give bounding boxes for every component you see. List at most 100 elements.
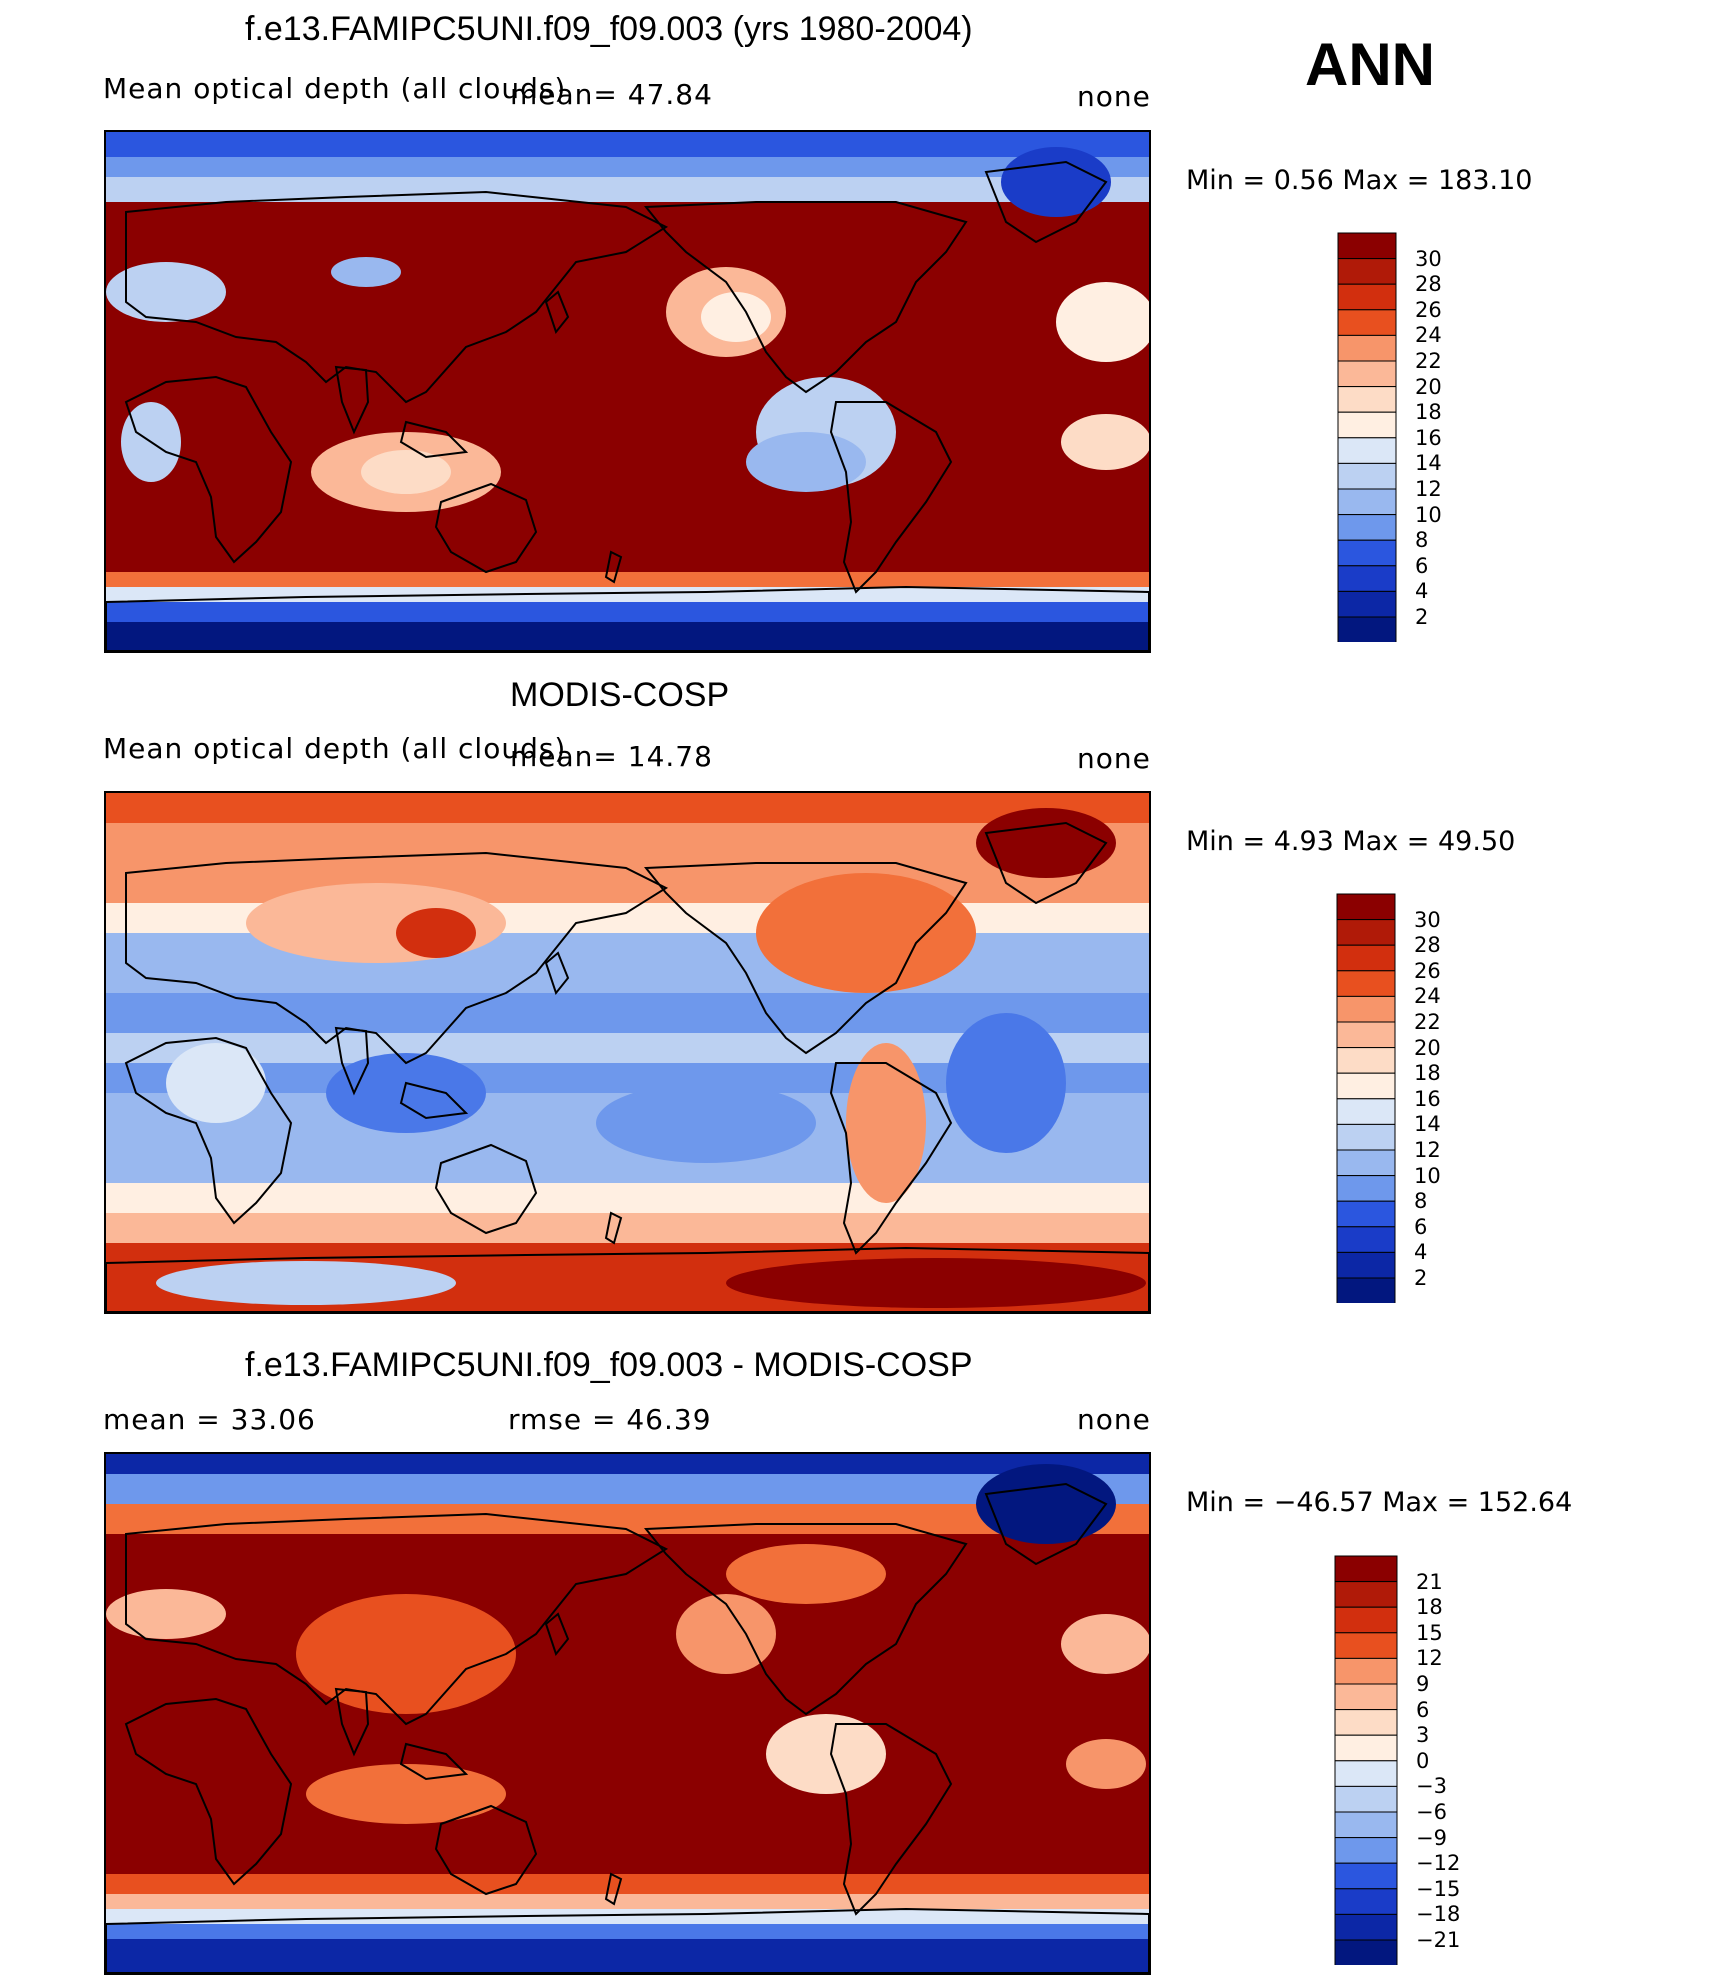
coastline-10 (604, 1211, 623, 1245)
colorbar-tick-label: 12 (1414, 1138, 1441, 1162)
coastline-4 (643, 862, 968, 1055)
colorbar-tick-label: 20 (1415, 374, 1442, 399)
field-band-4 (106, 572, 1149, 587)
field-band-2 (106, 177, 1149, 202)
field-blob-11 (1001, 147, 1111, 217)
colorbar-tick-label: 4 (1414, 1240, 1428, 1265)
colorbar-tick-label: −6 (1416, 1800, 1447, 1824)
panel-3-minmax: Min = −46.57 Max = 152.64 (1186, 1487, 1573, 1518)
panel-2-colorbar: 30 28 26 24 22 20 18 16 14 12 10 8 6 4 2 (1336, 893, 1441, 1305)
field-band-0 (106, 1454, 1149, 1474)
colorbar-box-0 (1334, 1555, 1398, 1583)
colorbar-tick-label: 24 (1415, 323, 1442, 348)
field-band-8 (106, 1939, 1149, 1973)
field-band-3 (106, 202, 1149, 572)
panel-2-units-label: none (1077, 742, 1151, 775)
colorbar-tick-label: 8 (1414, 1189, 1428, 1214)
colorbar-box-10 (1336, 1149, 1396, 1177)
coastline-1 (125, 190, 669, 404)
panel-3-field-svg (106, 1454, 1149, 1973)
coastline-8 (544, 290, 570, 335)
colorbar-tick-label: 6 (1416, 1697, 1430, 1722)
colorbar-tick-label: 22 (1415, 349, 1442, 373)
field-blob-8 (976, 1464, 1116, 1544)
field-band-0 (106, 132, 1149, 157)
panel-1-units-label: none (1077, 80, 1151, 113)
colorbar-box-7 (1334, 1734, 1398, 1762)
panel-2-map (104, 791, 1151, 1314)
colorbar-box-14 (1336, 1251, 1396, 1279)
coastline-1 (125, 851, 669, 1065)
field-blob-5 (596, 1083, 816, 1163)
colorbar-box-10 (1337, 488, 1397, 516)
field-blob-8 (396, 908, 476, 958)
coastline-7 (106, 1246, 1149, 1312)
coastline-6 (829, 401, 953, 594)
colorbar-tick-label: 20 (1414, 1035, 1441, 1060)
coastline-2 (334, 365, 370, 435)
colorbar-tick-label: 26 (1415, 297, 1442, 322)
field-band-4 (106, 1874, 1149, 1894)
colorbar-box-13 (1336, 1226, 1396, 1253)
panel-2-variable-label: Mean optical depth (all clouds) (103, 732, 567, 765)
colorbar-tick-label: −21 (1416, 1928, 1461, 1952)
field-blob-10 (1061, 414, 1149, 470)
colorbar-box-15 (1337, 616, 1397, 644)
panel-3-map (104, 1452, 1151, 1975)
field-blob-12 (331, 257, 401, 287)
colorbar-tick-label: 16 (1415, 425, 1442, 450)
colorbar-tick-label: −3 (1416, 1774, 1447, 1799)
panel-1-mean-label: mean= 47.84 (510, 78, 713, 111)
colorbar-box-9 (1334, 1785, 1398, 1813)
field-blob-7 (1066, 1739, 1146, 1789)
colorbar-box-0 (1336, 893, 1396, 921)
colorbar-box-6 (1336, 1047, 1396, 1074)
coastline-3 (434, 1804, 538, 1896)
colorbar-box-14 (1334, 1913, 1398, 1941)
colorbar-box-2 (1334, 1606, 1398, 1634)
colorbar-box-4 (1336, 995, 1396, 1023)
colorbar-box-11 (1336, 1175, 1396, 1202)
season-label: ANN (1305, 31, 1435, 98)
colorbar-tick-label: 26 (1414, 958, 1441, 983)
field-band-1 (106, 1474, 1149, 1504)
field-band-1 (106, 157, 1149, 177)
colorbar-tick-label: 28 (1415, 272, 1442, 297)
colorbar-box-6 (1337, 386, 1397, 413)
panel-2-minmax: Min = 4.93 Max = 49.50 (1186, 826, 1516, 857)
colorbar-tick-label: −9 (1416, 1825, 1447, 1850)
panel-2-field-svg (106, 793, 1149, 1312)
field-blob-3 (306, 1764, 506, 1824)
colorbar-tick-label: 0 (1416, 1748, 1430, 1773)
panel-2-mean-label: mean= 14.78 (510, 740, 713, 773)
colorbar-tick-label: 2 (1415, 605, 1429, 629)
colorbar-box-8 (1336, 1098, 1396, 1125)
colorbar-box-12 (1334, 1862, 1398, 1890)
coastline-0 (124, 1697, 293, 1886)
colorbar-tick-label: 4 (1415, 579, 1429, 604)
colorbar-box-3 (1334, 1632, 1398, 1659)
coastline-3 (434, 482, 538, 574)
panel-3-colorbar-svg (1334, 1555, 1398, 1967)
colorbar-tick-label: −18 (1416, 1902, 1461, 1927)
panel-3-units-label: none (1077, 1403, 1151, 1436)
coastline-6 (829, 1723, 953, 1916)
colorbar-box-9 (1337, 462, 1397, 490)
field-band-5 (106, 1894, 1149, 1909)
panel-3-mean-label: mean = 33.06 (103, 1403, 316, 1436)
colorbar-box-2 (1336, 944, 1396, 972)
colorbar-tick-label: 6 (1415, 553, 1429, 578)
coastline-2 (334, 1026, 370, 1096)
coastline-9 (399, 1742, 469, 1781)
colorbar-tick-label: 14 (1415, 451, 1442, 476)
colorbar-tick-label: 18 (1414, 1061, 1441, 1086)
panel-2-colorbar-svg (1336, 893, 1396, 1305)
panel-1-field-svg (106, 132, 1149, 651)
colorbar-box-8 (1334, 1760, 1398, 1787)
colorbar-box-5 (1336, 1021, 1396, 1049)
colorbar-tick-label: 14 (1414, 1112, 1441, 1137)
colorbar-box-13 (1334, 1888, 1398, 1915)
field-blob-6 (1061, 1614, 1149, 1674)
colorbar-tick-label: 12 (1416, 1646, 1443, 1671)
coastline-7 (106, 585, 1149, 651)
